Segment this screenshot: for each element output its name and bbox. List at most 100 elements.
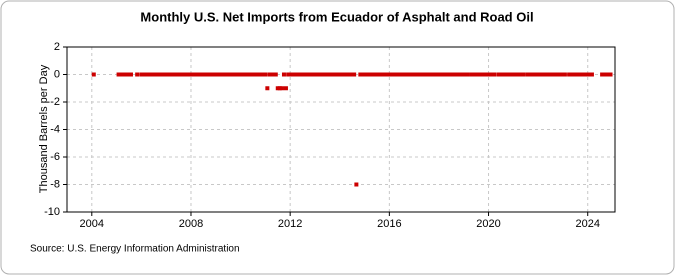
- source: Source: U.S. Energy Information Administ…: [30, 244, 240, 255]
- point: [420, 72, 425, 77]
- point: [414, 72, 419, 77]
- x-tick-label: 2024: [575, 218, 599, 230]
- point: [314, 72, 319, 77]
- point: [525, 72, 530, 77]
- point: [395, 72, 400, 77]
- y-tick-label: -2: [50, 96, 60, 108]
- point: [507, 72, 512, 77]
- x-tick-label: 2016: [377, 218, 401, 230]
- point: [426, 72, 431, 77]
- point: [587, 72, 592, 77]
- point: [281, 72, 286, 77]
- point: [407, 72, 412, 77]
- point: [135, 72, 140, 77]
- point: [308, 72, 313, 77]
- y-tick-label: -4: [50, 123, 60, 135]
- point: [352, 72, 357, 77]
- point: [197, 72, 202, 77]
- point: [608, 72, 613, 77]
- point: [469, 72, 474, 77]
- plot-border: [66, 46, 616, 213]
- point: [122, 72, 127, 77]
- point: [290, 72, 295, 77]
- point: [389, 72, 394, 77]
- point: [569, 72, 574, 77]
- point: [445, 72, 450, 77]
- point: [128, 72, 133, 77]
- point: [240, 72, 245, 77]
- point: [91, 72, 96, 77]
- point: [345, 72, 350, 77]
- point: [271, 72, 276, 77]
- point: [492, 72, 497, 77]
- point: [265, 86, 270, 91]
- point: [166, 72, 171, 77]
- point: [544, 72, 549, 77]
- point: [147, 72, 152, 77]
- point: [383, 72, 388, 77]
- point: [589, 72, 594, 77]
- chart-title: Monthly U.S. Net Imports from Ecuador of…: [140, 9, 533, 24]
- point: [228, 72, 233, 77]
- point: [370, 72, 375, 77]
- y-tick-label: -6: [50, 151, 60, 163]
- point: [550, 72, 555, 77]
- point: [203, 72, 208, 77]
- point: [488, 72, 493, 77]
- x-tick-label: 2020: [476, 218, 500, 230]
- x-tick-label: 2012: [278, 218, 302, 230]
- point: [234, 72, 239, 77]
- point: [376, 72, 381, 77]
- point: [575, 72, 580, 77]
- point: [519, 72, 524, 77]
- point: [538, 72, 543, 77]
- point: [438, 72, 443, 77]
- y-tick-label: 2: [54, 41, 60, 53]
- point: [556, 72, 561, 77]
- point: [333, 72, 338, 77]
- point: [521, 72, 526, 77]
- point: [463, 72, 468, 77]
- point: [221, 72, 226, 77]
- point: [209, 72, 214, 77]
- y-tick-label: -8: [50, 178, 60, 190]
- point: [581, 72, 586, 77]
- point: [296, 72, 301, 77]
- point: [252, 72, 257, 77]
- x-tick-label: 2008: [179, 218, 203, 230]
- point: [321, 72, 326, 77]
- y-tick-label: 0: [54, 68, 60, 80]
- point: [172, 72, 177, 77]
- point: [606, 72, 611, 77]
- point: [465, 72, 470, 77]
- point: [116, 72, 121, 77]
- point: [277, 86, 282, 91]
- point: [302, 72, 307, 77]
- point: [184, 72, 189, 77]
- point: [358, 72, 363, 77]
- x-tick-label: 2004: [80, 218, 104, 230]
- point: [457, 72, 462, 77]
- point: [279, 86, 284, 91]
- point: [141, 72, 146, 77]
- point: [401, 72, 406, 77]
- point: [273, 72, 278, 77]
- point: [178, 72, 183, 77]
- point: [476, 72, 481, 77]
- point: [500, 72, 505, 77]
- point: [190, 72, 195, 77]
- point: [354, 182, 359, 187]
- point: [562, 72, 567, 77]
- point: [339, 72, 344, 77]
- point: [283, 86, 288, 91]
- point: [153, 72, 158, 77]
- point: [327, 72, 332, 77]
- point: [263, 72, 268, 77]
- point: [600, 72, 605, 77]
- y-axis-label: Thousand Barrels per Day: [38, 64, 50, 193]
- point: [259, 72, 264, 77]
- point: [246, 72, 251, 77]
- point: [432, 72, 437, 77]
- point: [513, 72, 518, 77]
